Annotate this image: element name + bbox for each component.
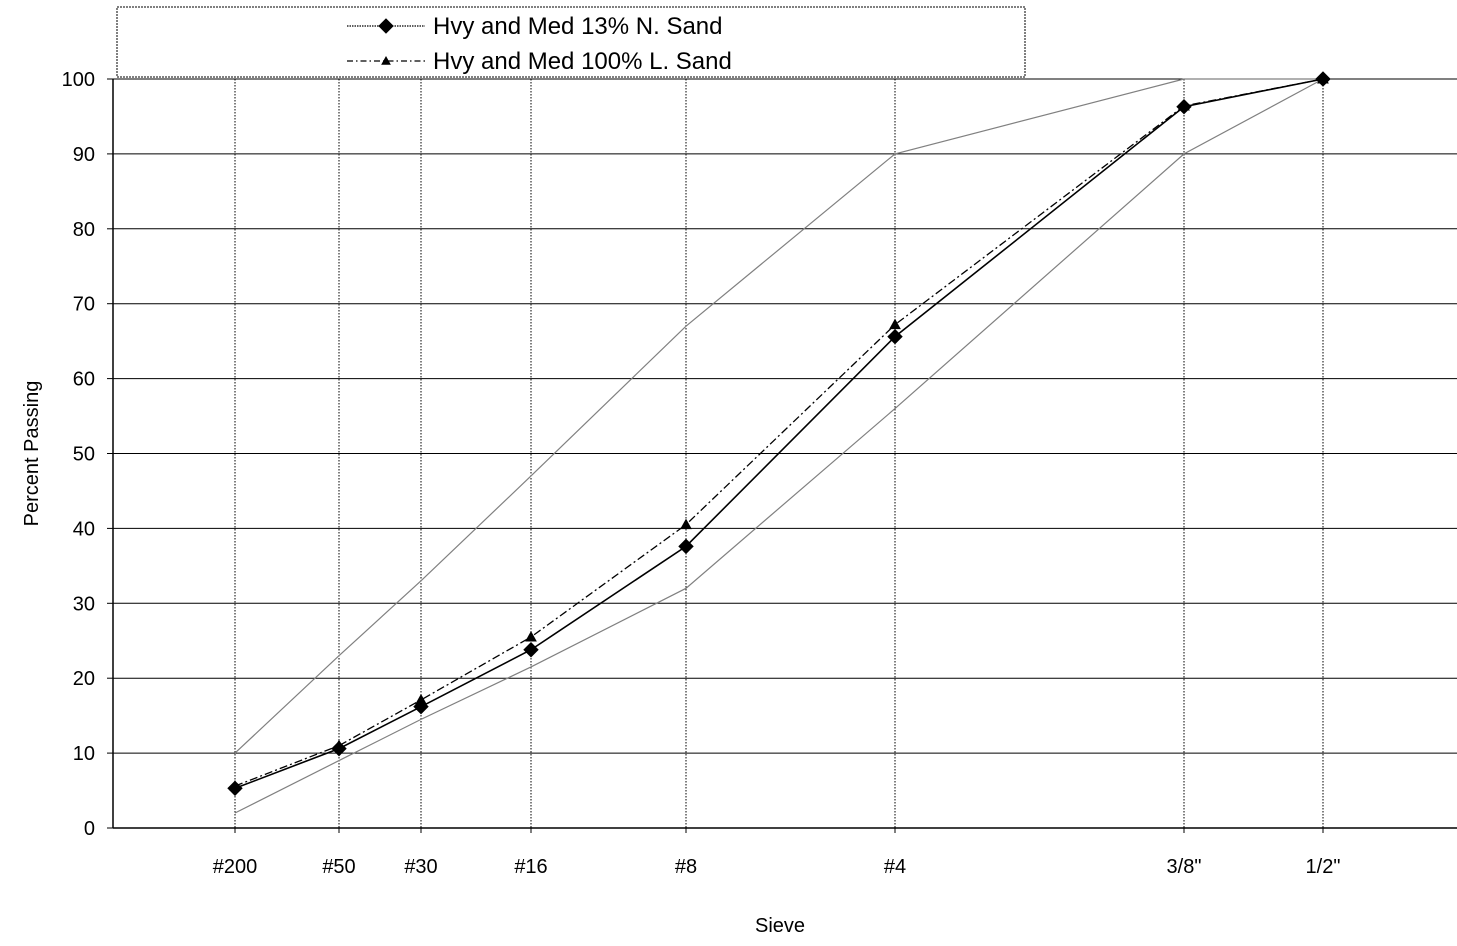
y-axis-title: Percent Passing — [21, 381, 43, 527]
x-tick-label: #4 — [884, 856, 906, 878]
series-layer — [227, 71, 1331, 797]
x-tick-label: 1/2" — [1306, 856, 1341, 878]
series-1-point — [678, 538, 694, 555]
y-tick-label: 10 — [73, 743, 95, 765]
legend-box — [116, 6, 1026, 78]
x-tick-label: #16 — [514, 856, 547, 878]
x-axis-title: Sieve — [755, 915, 805, 937]
lower-limit-line — [234, 78, 1324, 814]
legend-label: Hvy and Med 13% N. Sand — [433, 13, 723, 40]
series-1-line — [234, 78, 1324, 790]
y-tick-label: 90 — [73, 144, 95, 166]
y-tick-label: 0 — [84, 818, 95, 840]
series-1-point — [331, 740, 347, 757]
limit-layer — [234, 78, 1324, 814]
legend-triangle-marker — [381, 55, 391, 65]
x-tick-label: 3/8" — [1167, 856, 1202, 878]
legend-diamond-marker — [378, 18, 394, 34]
y-tick-label: 40 — [73, 518, 95, 540]
legend: Hvy and Med 13% N. Sand Hvy and Med 100% … — [116, 6, 1026, 78]
series-1-point — [887, 328, 903, 345]
y-tick-label: 80 — [73, 219, 95, 241]
x-tick-label: #8 — [675, 856, 697, 878]
y-tick-label: 100 — [62, 69, 95, 91]
upper-limit-line — [234, 78, 1323, 754]
y-tick-label: 50 — [73, 444, 95, 466]
series-1-point — [413, 698, 429, 715]
x-tick-label: #50 — [322, 856, 355, 878]
series-1-point — [227, 780, 243, 797]
y-tick-label: 20 — [73, 668, 95, 690]
x-tick-label: #30 — [404, 856, 437, 878]
y-tick-label: 70 — [73, 294, 95, 316]
series-2-line — [234, 78, 1324, 787]
legend-label: Hvy and Med 100% L. Sand — [433, 48, 732, 75]
series-2-point — [525, 630, 537, 642]
y-tick-label: 60 — [73, 369, 95, 391]
series-2-point — [680, 518, 692, 530]
series-2-point — [889, 318, 901, 330]
series-1-point — [1315, 71, 1331, 87]
series-1-point — [523, 642, 539, 658]
axis-layer: 0 10 20 30 40 50 60 70 80 90 100 #200 #50 #30 #16 #8 #4 3… — [21, 69, 1457, 937]
series-1-point — [1176, 99, 1192, 115]
x-tick-label: #200 — [213, 856, 258, 878]
y-tick-label: 30 — [73, 593, 95, 615]
grid-layer — [113, 78, 1457, 829]
